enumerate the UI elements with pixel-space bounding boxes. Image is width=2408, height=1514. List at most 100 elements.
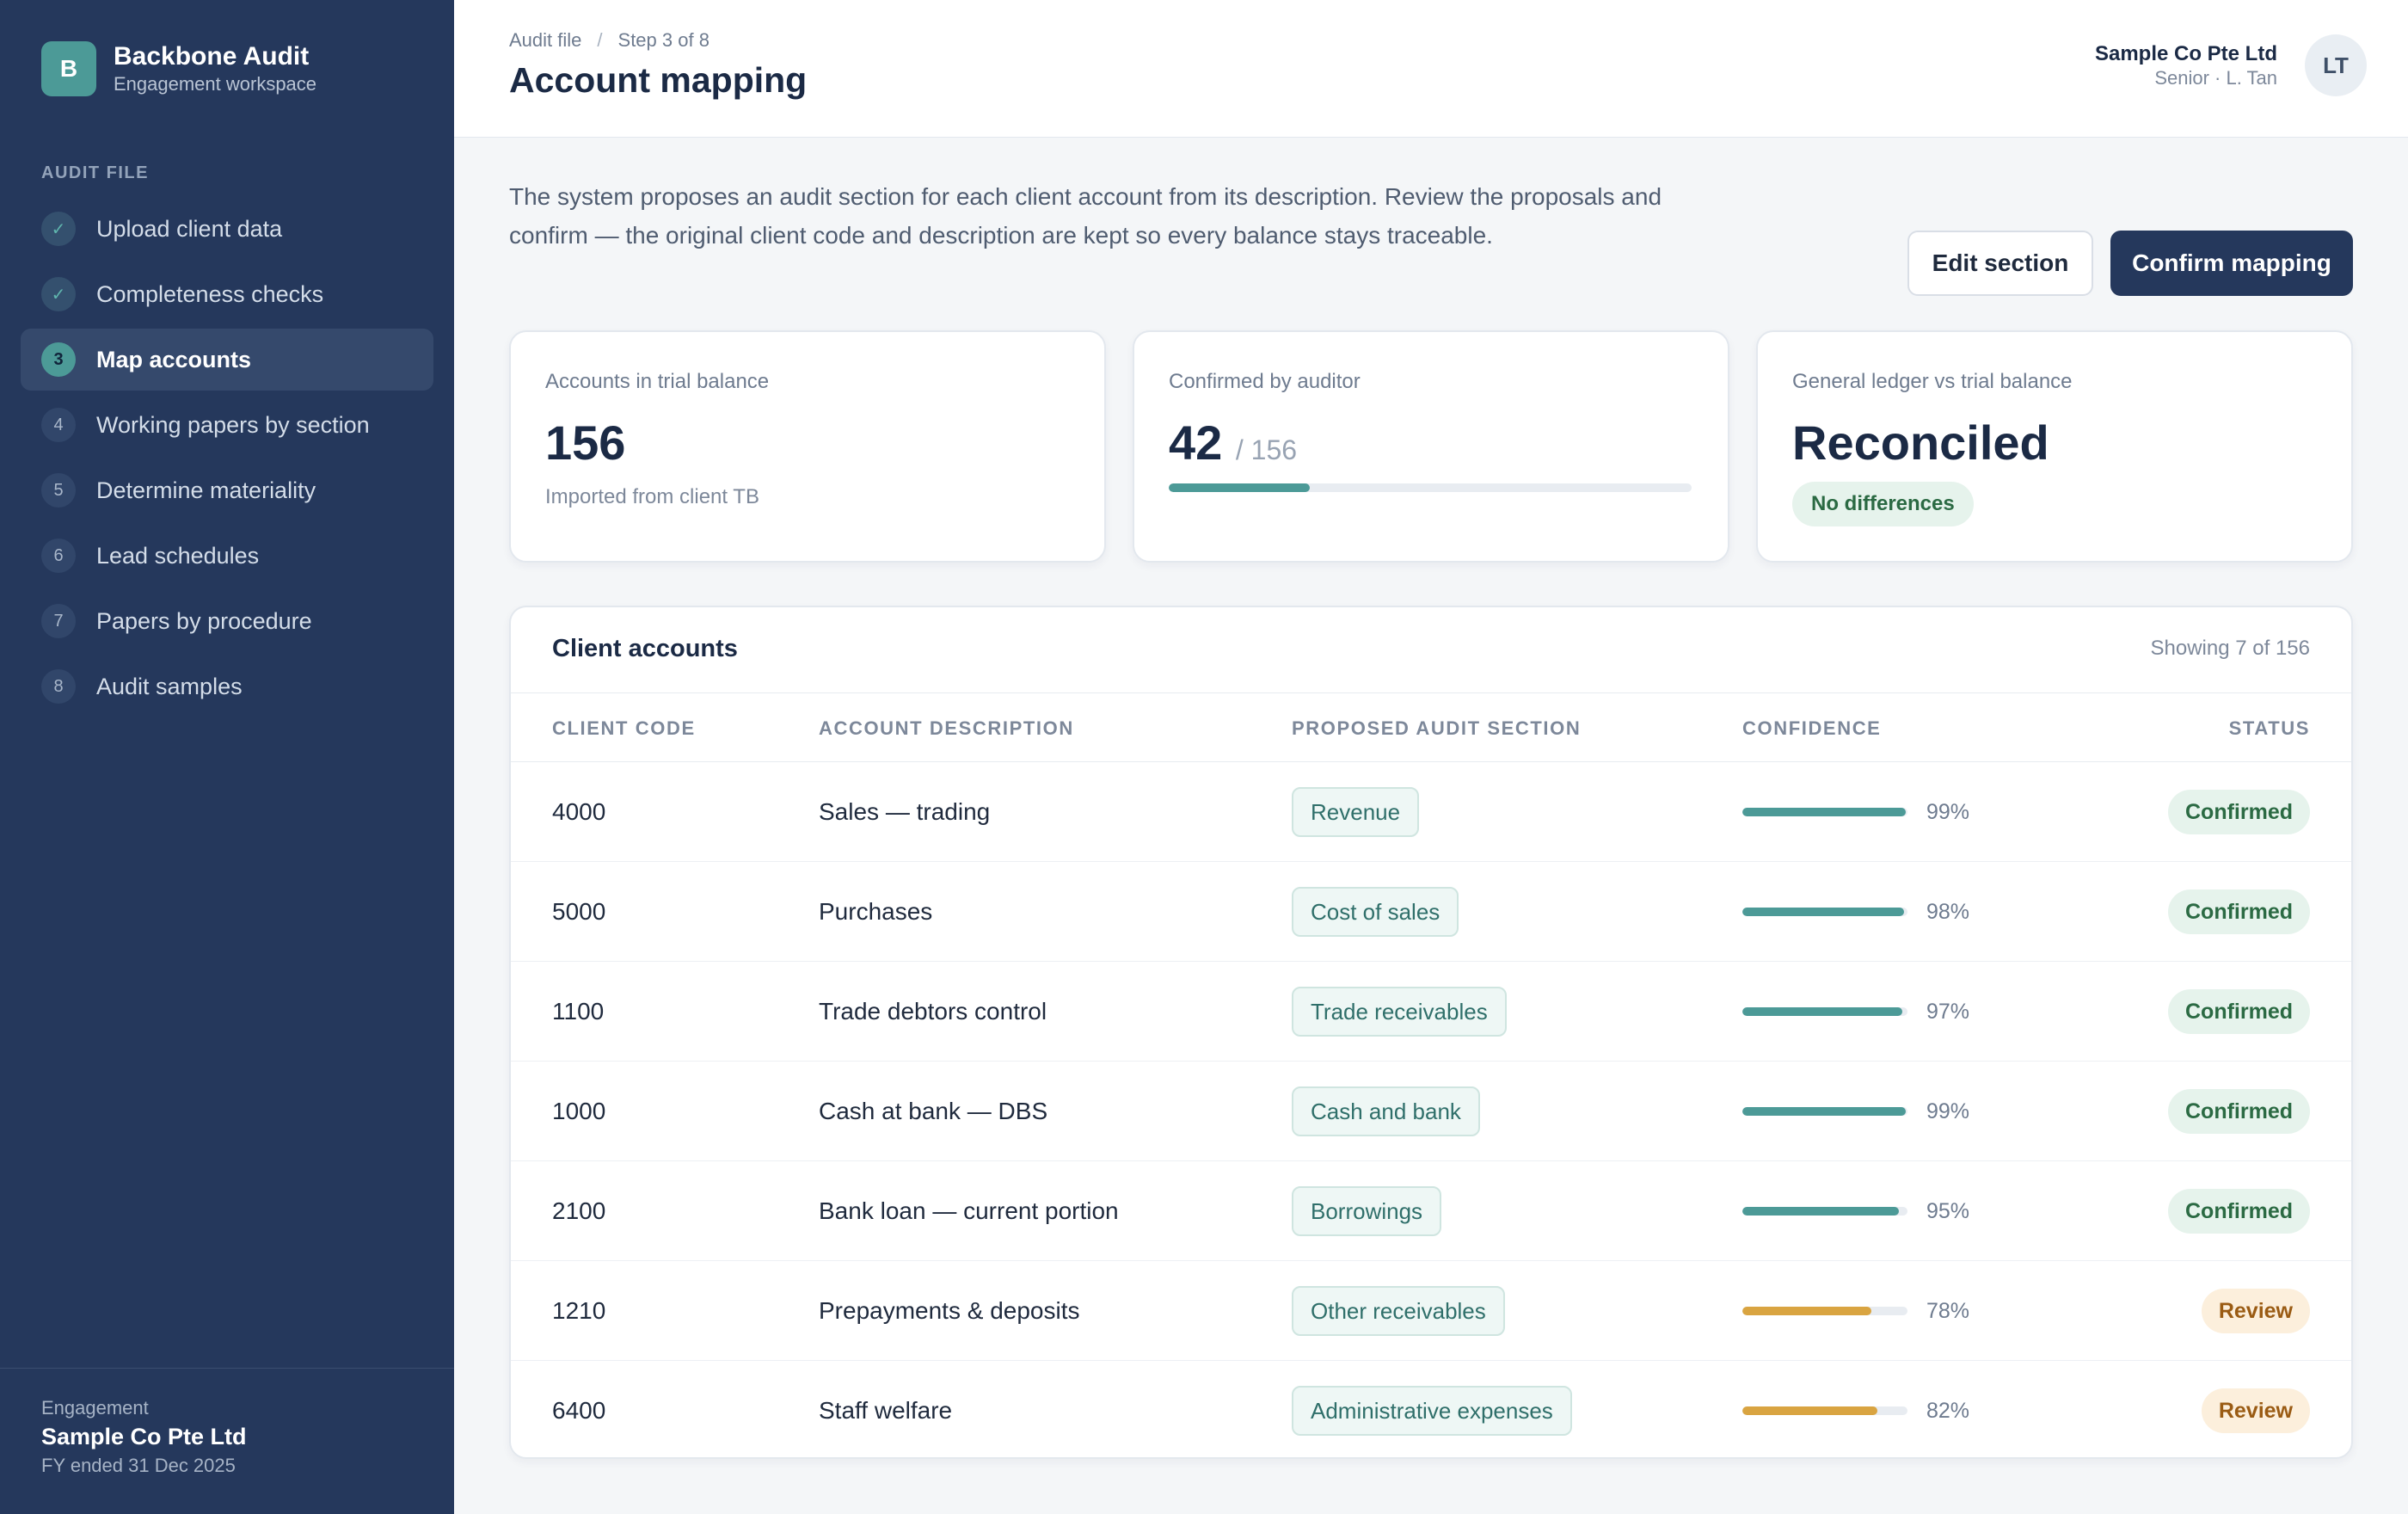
nav-heading: AUDIT FILE [41,163,149,182]
confidence-cell: 82% [1742,1361,1969,1461]
sidebar-item-upload-client-data[interactable]: ✓ Upload client data [21,198,433,260]
column-header-confidence[interactable]: CONFIDENCE [1742,717,1882,739]
client-code: 1100 [552,998,605,1025]
proposed-section-tag[interactable]: Revenue [1292,787,1420,837]
step-navigation: ✓ Upload client data ✓ Completeness checks 3… [21,198,433,721]
confirmed-card-value: 42 [1169,415,1223,470]
sidebar-item-map-accounts[interactable]: 3 Map accounts [21,329,433,391]
sidebar-item-working-papers-by-section[interactable]: 4 Working papers by section [21,394,433,456]
page-title: Account mapping [509,60,808,100]
status-badge: Confirmed [2168,889,2310,934]
confirmed-card-total: / 156 [1235,434,1298,465]
breadcrumb-step: Step 3 of 8 [617,29,710,51]
table-row[interactable]: 1100 Trade debtors control Trade receivabl… [511,962,2351,1062]
table-title: Client accounts [552,635,738,662]
confidence-bar [1742,1307,1907,1315]
breadcrumb-audit-file[interactable]: Audit file [509,29,582,51]
column-header-description[interactable]: ACCOUNT DESCRIPTION [819,717,1074,739]
confidence-bar [1742,1107,1907,1116]
proposed-section-tag[interactable]: Cost of sales [1292,887,1459,937]
column-header-section[interactable]: PROPOSED AUDIT SECTION [1292,717,1582,739]
confirmed-card-label: Confirmed by auditor [1169,370,1361,393]
status-cell: Review [2201,1261,2310,1361]
sidebar-item-label: Papers by procedure [96,607,312,634]
confidence-bar [1742,908,1907,916]
table-row[interactable]: 5000 Purchases Cost of sales 98% Confirmed [511,862,2351,962]
engagement-name: Sample Co Pte Ltd [41,1424,247,1449]
sidebar-item-lead-schedules[interactable]: 6 Lead schedules [21,525,433,587]
confidence-bar [1742,1007,1907,1016]
breadcrumb: Audit file / Step 3 of 8 [509,29,710,52]
confidence-value: 99% [1926,799,1970,824]
confirm-mapping-button[interactable]: Confirm mapping [2110,231,2353,296]
proposed-section-cell: Administrative expenses [1292,1361,1572,1461]
proposed-section-tag[interactable]: Trade receivables [1292,987,1507,1037]
status-badge[interactable]: Review [2201,1289,2310,1333]
confidence-cell: 98% [1742,862,1969,962]
client-code: 1210 [552,1297,606,1324]
sidebar-item-label: Determine materiality [96,477,316,503]
brand-logo: B [41,41,96,96]
client-code: 2100 [552,1197,606,1224]
accounts-card-label: Accounts in trial balance [545,370,770,393]
status-badge: Confirmed [2168,1089,2310,1134]
step-number: 6 [41,539,76,573]
avatar[interactable]: LT [2305,34,2367,96]
account-description: Sales — trading [819,798,991,825]
edit-section-button[interactable]: Edit section [1907,231,2093,296]
engagement-label: Engagement [41,1397,149,1419]
table-row[interactable]: 4000 Sales — trading Revenue 99% Confirmed [511,762,2351,862]
sidebar-item-label: Completeness checks [96,280,324,307]
accounts-card: Accounts in trial balance 156 Imported f… [509,330,1106,563]
proposed-section-tag[interactable]: Other receivables [1292,1286,1505,1336]
status-cell: Confirmed [2168,862,2310,962]
sidebar-item-label: Map accounts [96,346,252,372]
status-badge: Confirmed [2168,989,2310,1034]
user-organization: Sample Co Pte Ltd [2094,42,2277,65]
brand[interactable]: B Backbone Audit Engagement workspace [41,41,316,96]
confidence-cell: 99% [1742,762,1969,862]
page-header: Audit file / Step 3 of 8 Account mapping… [454,0,2408,138]
reconciliation-card-label: General ledger vs trial balance [1792,370,2073,393]
sidebar: B Backbone Audit Engagement workspace AU… [0,0,454,1514]
brand-subtitle: Engagement workspace [114,73,317,95]
column-header-status[interactable]: STATUS [2228,717,2310,739]
sidebar-item-audit-samples[interactable]: 8 Audit samples [21,655,433,717]
column-header-client-code[interactable]: CLIENT CODE [552,717,696,739]
status-cell: Confirmed [2168,962,2310,1062]
confidence-value: 98% [1926,899,1970,924]
step-number: 8 [41,669,76,704]
confidence-bar [1742,808,1907,816]
table-row[interactable]: 2100 Bank loan — current portion Borrowing… [511,1161,2351,1261]
confidence-bar-fill [1742,808,1907,816]
reconciliation-card-value: Reconciled [1792,415,2049,470]
confidence-bar [1742,1207,1907,1216]
sidebar-item-determine-materiality[interactable]: 5 Determine materiality [21,459,433,521]
status-cell: Confirmed [2168,1161,2310,1261]
table-row[interactable]: 1210 Prepayments & deposits Other receivab… [511,1261,2351,1361]
proposed-section-tag[interactable]: Cash and bank [1292,1086,1480,1136]
proposed-section-tag[interactable]: Borrowings [1292,1186,1442,1236]
sidebar-item-papers-by-procedure[interactable]: 7 Papers by procedure [21,590,433,652]
client-code: 4000 [552,798,606,825]
accounts-card-value: 156 [545,415,626,470]
sidebar-item-completeness-checks[interactable]: ✓ Completeness checks [21,263,433,325]
confidence-cell: 95% [1742,1161,1969,1261]
breadcrumb-separator: / [597,29,603,51]
confidence-bar-fill [1742,1207,1900,1216]
step-number: 5 [41,473,76,508]
reconciliation-card: General ledger vs trial balance Reconcil… [1756,330,2353,563]
proposed-section-cell: Other receivables [1292,1261,1505,1361]
confirmed-card: Confirmed by auditor 42 / 156 [1133,330,1729,563]
proposed-section-tag[interactable]: Administrative expenses [1292,1386,1572,1436]
confidence-value: 82% [1926,1398,1970,1423]
account-description: Prepayments & deposits [819,1297,1080,1324]
table-row[interactable]: 1000 Cash at bank — DBS Cash and bank 99% Co… [511,1062,2351,1161]
check-icon: ✓ [41,277,76,311]
confirmed-progress-bar [1169,483,1692,492]
status-cell: Confirmed [2168,762,2310,862]
table-row[interactable]: 6400 Staff welfare Administrative expenses… [511,1361,2351,1461]
user-menu[interactable]: Sample Co Pte Ltd Senior · L. Tan LT [2095,34,2367,96]
status-badge[interactable]: Review [2201,1388,2310,1433]
confirmed-card-value-wrap: 42 / 156 [1169,415,1297,471]
